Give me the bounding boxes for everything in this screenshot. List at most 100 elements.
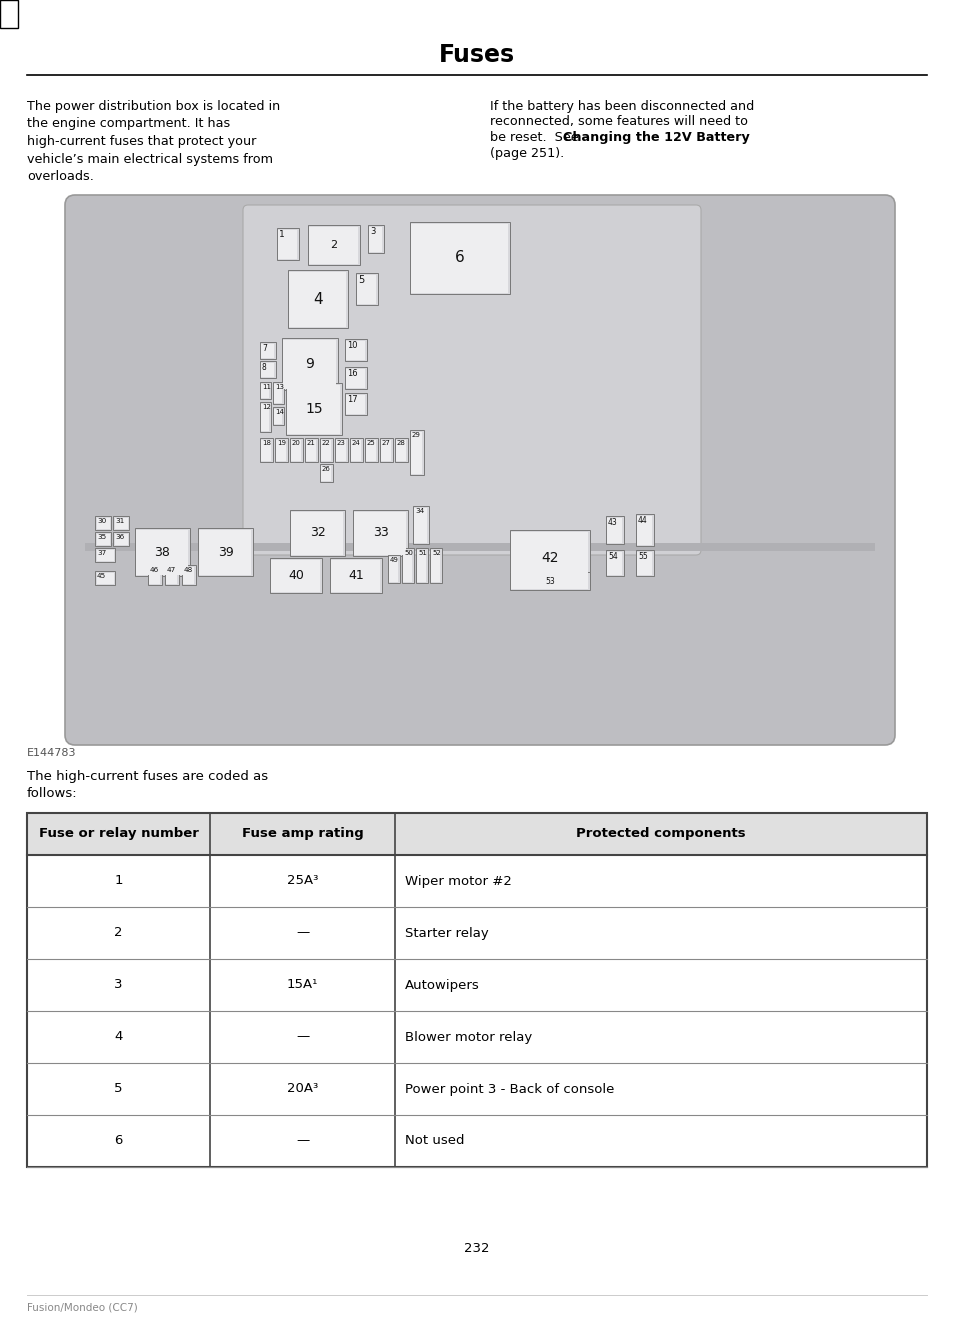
Text: 49: 49 — [390, 557, 398, 563]
Text: 54: 54 — [607, 552, 618, 561]
Bar — [261, 440, 272, 461]
Text: 41: 41 — [348, 569, 363, 582]
Text: 44: 44 — [638, 516, 647, 525]
Bar — [260, 401, 271, 432]
Bar — [607, 552, 622, 574]
Bar — [183, 566, 194, 583]
Bar — [330, 558, 381, 593]
Bar — [369, 226, 382, 251]
Bar — [381, 440, 391, 461]
Text: 35: 35 — [97, 534, 106, 540]
Bar — [365, 439, 377, 462]
Bar — [260, 381, 271, 399]
Bar — [0, 0, 18, 28]
FancyBboxPatch shape — [65, 195, 894, 746]
Text: 2: 2 — [114, 926, 123, 940]
Text: E144783: E144783 — [27, 748, 76, 758]
Bar — [417, 549, 426, 582]
Text: 15A¹: 15A¹ — [287, 978, 318, 991]
Text: 25A³: 25A³ — [287, 874, 318, 888]
Text: 38: 38 — [154, 545, 171, 558]
Text: 50: 50 — [403, 550, 413, 556]
FancyBboxPatch shape — [243, 205, 700, 556]
Bar — [96, 549, 113, 561]
Bar — [336, 440, 346, 461]
Text: 24: 24 — [352, 440, 360, 447]
Bar — [260, 439, 273, 462]
Text: 19: 19 — [276, 440, 286, 447]
Text: Fuse amp rating: Fuse amp rating — [241, 828, 363, 840]
Text: 1: 1 — [114, 874, 123, 888]
Text: 9: 9 — [305, 358, 314, 371]
Bar — [114, 533, 128, 545]
Text: 33: 33 — [373, 526, 388, 540]
Bar — [305, 439, 317, 462]
Bar — [95, 532, 111, 546]
Text: Starter relay: Starter relay — [405, 926, 488, 940]
Bar — [345, 339, 367, 361]
Bar — [274, 384, 282, 403]
Bar — [396, 440, 406, 461]
Bar — [355, 512, 406, 554]
Bar — [511, 532, 588, 583]
Text: 14: 14 — [274, 409, 284, 415]
Text: 27: 27 — [381, 440, 391, 447]
Text: 45: 45 — [97, 573, 106, 579]
Bar — [288, 270, 348, 328]
Text: 34: 34 — [415, 508, 424, 514]
Bar — [319, 464, 333, 482]
Text: The high-current fuses are coded as
follows:: The high-current fuses are coded as foll… — [27, 769, 268, 800]
Bar — [416, 548, 428, 583]
Bar — [272, 560, 320, 591]
Text: If the battery has been disconnected and: If the battery has been disconnected and — [490, 100, 754, 113]
Bar — [182, 565, 195, 585]
Text: 10: 10 — [347, 342, 357, 350]
Text: 22: 22 — [322, 440, 331, 447]
Text: 1: 1 — [278, 230, 284, 239]
Text: 47: 47 — [167, 567, 176, 573]
Bar — [321, 440, 331, 461]
Bar — [283, 339, 336, 388]
Text: —: — — [295, 1030, 309, 1043]
Bar — [389, 557, 398, 582]
Bar — [410, 222, 510, 294]
Bar — [261, 404, 269, 431]
Text: 37: 37 — [97, 550, 106, 556]
Bar — [198, 528, 253, 575]
Bar — [95, 516, 111, 530]
Bar — [27, 813, 926, 1167]
Bar — [306, 440, 316, 461]
Text: 20A³: 20A³ — [287, 1083, 317, 1095]
Bar — [605, 550, 623, 575]
Bar — [261, 384, 269, 397]
Text: 46: 46 — [150, 567, 159, 573]
Text: 20: 20 — [292, 440, 300, 447]
Bar — [309, 226, 358, 263]
Text: 5: 5 — [114, 1083, 123, 1095]
Text: 40: 40 — [288, 569, 304, 582]
Text: Fusion/Mondeo (CC7): Fusion/Mondeo (CC7) — [27, 1302, 137, 1313]
Bar — [286, 383, 341, 435]
Text: Changing the 12V Battery: Changing the 12V Battery — [562, 132, 749, 144]
Text: (page 251).: (page 251). — [490, 146, 563, 159]
Text: 42: 42 — [540, 550, 558, 565]
Bar — [167, 566, 177, 583]
Text: 4: 4 — [114, 1030, 123, 1043]
Bar — [112, 532, 129, 546]
Text: 15: 15 — [305, 401, 322, 416]
Bar — [321, 465, 331, 481]
Bar — [96, 573, 113, 583]
Text: 21: 21 — [307, 440, 315, 447]
Text: 25: 25 — [367, 440, 375, 447]
Bar — [346, 340, 365, 360]
Bar — [276, 229, 298, 260]
Bar — [357, 275, 376, 303]
Text: 31: 31 — [115, 518, 124, 524]
Bar — [366, 440, 376, 461]
Bar — [411, 432, 422, 473]
Bar — [637, 552, 652, 574]
Text: 8: 8 — [262, 363, 267, 372]
Text: 29: 29 — [412, 432, 420, 439]
Bar — [403, 549, 412, 582]
Bar — [355, 272, 377, 304]
